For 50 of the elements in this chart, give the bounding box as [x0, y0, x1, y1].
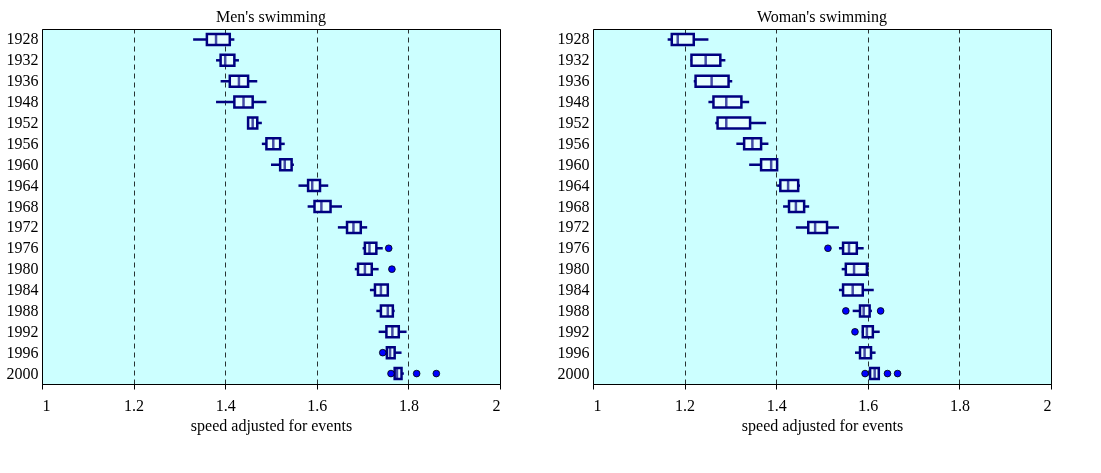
y-tick-label: 1952 [6, 113, 39, 131]
y-tick-label: 1936 [557, 72, 590, 90]
y-tick-label: 1952 [557, 113, 590, 131]
y-tick-label: 1928 [6, 30, 39, 48]
x-tick-label: 1 [42, 396, 51, 414]
y-tick-label: 1980 [557, 260, 590, 278]
x-tick-label: 1.4 [766, 396, 787, 414]
y-tick-label: 1992 [557, 322, 590, 340]
y-tick-label: 1968 [6, 197, 39, 215]
x-tick-label: 2 [1043, 396, 1052, 414]
x-axis-title: speed adjusted for events [190, 416, 353, 435]
x-tick-label: 1.8 [949, 396, 970, 414]
y-tick-label: 1948 [557, 93, 590, 111]
chart-title: Men's swimming [216, 8, 326, 26]
y-tick-label: 1992 [6, 322, 39, 340]
y-tick-label: 1980 [6, 260, 39, 278]
y-tick-label: 1960 [6, 155, 39, 173]
y-tick-label: 1932 [557, 51, 590, 69]
chart-title: Woman's swimming [756, 8, 888, 26]
y-tick-label: 1960 [557, 155, 590, 173]
y-tick-label: 1976 [557, 239, 590, 257]
y-tick-label: 1984 [6, 281, 39, 299]
y-tick-label: 1964 [557, 176, 590, 194]
y-tick-label: 1964 [6, 176, 39, 194]
y-tick-label: 2000 [6, 364, 39, 382]
y-tick-label: 1984 [557, 281, 590, 299]
y-tick-label: 1968 [557, 197, 590, 215]
y-tick-label: 2000 [557, 364, 590, 382]
x-tick-label: 1.6 [858, 396, 879, 414]
x-tick-label: 2 [492, 396, 501, 414]
y-tick-label: 1956 [557, 134, 590, 152]
x-tick-label: 1.2 [675, 396, 696, 414]
x-tick-label: 1.8 [398, 396, 419, 414]
x-axis-title: speed adjusted for events [741, 416, 904, 435]
y-tick-label: 1928 [557, 30, 590, 48]
x-tick-label: 1.6 [307, 396, 328, 414]
y-tick-label: 1948 [6, 93, 39, 111]
y-tick-label: 1996 [6, 343, 39, 361]
y-tick-label: 1972 [6, 218, 39, 236]
y-tick-label: 1988 [557, 301, 590, 319]
y-tick-label: 1996 [557, 343, 590, 361]
y-tick-label: 1972 [557, 218, 590, 236]
y-tick-label: 1936 [6, 72, 39, 90]
y-tick-label: 1932 [6, 51, 39, 69]
x-tick-label: 1 [593, 396, 602, 414]
y-tick-label: 1988 [6, 301, 39, 319]
x-tick-label: 1.4 [215, 396, 236, 414]
x-tick-label: 1.2 [124, 396, 145, 414]
y-tick-label: 1956 [6, 134, 39, 152]
y-tick-label: 1976 [6, 239, 39, 257]
